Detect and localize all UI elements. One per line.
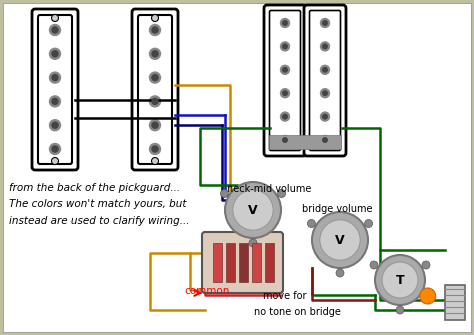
Circle shape [320, 18, 329, 27]
Circle shape [52, 14, 58, 21]
Circle shape [281, 89, 290, 98]
Circle shape [375, 255, 425, 305]
Circle shape [323, 114, 327, 119]
Circle shape [278, 190, 285, 198]
Circle shape [52, 51, 58, 57]
Text: from the back of the pickguard...: from the back of the pickguard... [9, 183, 181, 193]
Circle shape [281, 65, 290, 74]
Bar [269, 135, 341, 149]
Circle shape [283, 21, 287, 25]
Circle shape [149, 96, 161, 107]
Circle shape [152, 157, 158, 164]
Circle shape [149, 143, 161, 154]
FancyBboxPatch shape [270, 10, 301, 150]
Circle shape [320, 65, 329, 74]
Circle shape [52, 157, 58, 164]
Circle shape [152, 75, 158, 81]
Bar [252, 243, 261, 282]
FancyBboxPatch shape [38, 15, 72, 164]
Circle shape [283, 114, 287, 119]
FancyBboxPatch shape [138, 15, 172, 164]
Bar [226, 243, 235, 282]
Circle shape [220, 190, 228, 198]
Circle shape [320, 135, 329, 144]
Text: bridge volume: bridge volume [302, 204, 373, 214]
Circle shape [323, 68, 327, 72]
Circle shape [281, 135, 290, 144]
Circle shape [283, 91, 287, 95]
Bar [265, 243, 274, 282]
Text: neck-mid volume: neck-mid volume [227, 184, 311, 194]
Text: V: V [248, 203, 258, 216]
Circle shape [49, 143, 61, 154]
Circle shape [52, 27, 58, 33]
Text: instead are used to clarify wiring...: instead are used to clarify wiring... [9, 216, 190, 226]
Bar [445, 285, 465, 320]
Circle shape [323, 138, 327, 142]
Circle shape [49, 72, 61, 83]
Circle shape [320, 112, 329, 121]
Circle shape [149, 72, 161, 83]
FancyBboxPatch shape [202, 232, 283, 293]
Circle shape [152, 122, 158, 128]
Circle shape [149, 24, 161, 36]
Circle shape [422, 261, 430, 269]
Circle shape [52, 98, 58, 105]
Circle shape [281, 112, 290, 121]
Text: The colors won't match yours, but: The colors won't match yours, but [9, 199, 187, 209]
Circle shape [281, 42, 290, 51]
Circle shape [49, 24, 61, 36]
Circle shape [52, 146, 58, 152]
Circle shape [336, 269, 344, 277]
FancyBboxPatch shape [32, 9, 78, 170]
Circle shape [152, 27, 158, 33]
Circle shape [152, 14, 158, 21]
Circle shape [382, 262, 418, 298]
Circle shape [323, 44, 327, 49]
Circle shape [320, 89, 329, 98]
Circle shape [396, 306, 404, 314]
Text: T: T [396, 273, 404, 286]
Circle shape [49, 120, 61, 131]
Circle shape [152, 146, 158, 152]
FancyBboxPatch shape [132, 9, 178, 170]
Circle shape [283, 138, 287, 142]
Circle shape [320, 220, 360, 260]
Circle shape [152, 51, 158, 57]
Circle shape [52, 75, 58, 81]
Circle shape [283, 44, 287, 49]
Circle shape [323, 21, 327, 25]
Circle shape [225, 182, 281, 238]
Circle shape [49, 96, 61, 107]
Text: no tone on bridge: no tone on bridge [254, 307, 340, 317]
Text: move for: move for [263, 291, 307, 302]
Bar [239, 243, 248, 282]
Circle shape [249, 239, 257, 247]
Circle shape [323, 91, 327, 95]
Text: V: V [335, 233, 345, 247]
Circle shape [152, 98, 158, 105]
Circle shape [308, 219, 315, 227]
FancyBboxPatch shape [264, 5, 306, 156]
Circle shape [365, 219, 373, 227]
Circle shape [370, 261, 378, 269]
Circle shape [320, 42, 329, 51]
FancyBboxPatch shape [310, 10, 340, 150]
Text: common: common [185, 286, 230, 296]
Circle shape [49, 48, 61, 59]
FancyBboxPatch shape [304, 5, 346, 156]
Circle shape [419, 288, 436, 304]
Circle shape [312, 212, 368, 268]
Circle shape [52, 122, 58, 128]
Bar [213, 243, 222, 282]
Circle shape [283, 68, 287, 72]
Circle shape [233, 190, 273, 230]
Circle shape [149, 48, 161, 59]
Circle shape [281, 18, 290, 27]
Circle shape [149, 120, 161, 131]
